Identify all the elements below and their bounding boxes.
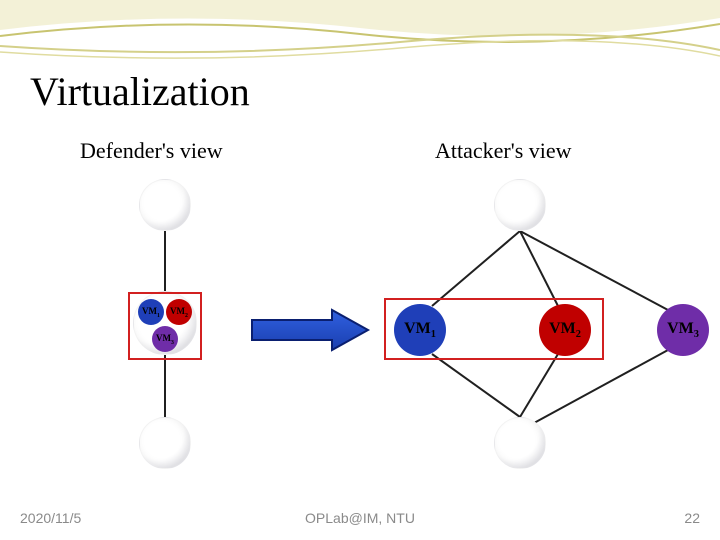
footer-date: 2020/11/5 xyxy=(20,510,81,526)
transform-arrow xyxy=(252,310,368,350)
attacker-edge-bot-vm1 xyxy=(432,354,520,417)
attacker-bottom-node xyxy=(494,417,546,469)
footer-center: OPLab@IM, NTU xyxy=(305,510,415,526)
attacker-edge-bot-vm2 xyxy=(520,354,558,417)
footer-page-number: 22 xyxy=(684,510,700,526)
attacker-vm3-label: VM3 xyxy=(667,320,699,340)
defender-bottom-node xyxy=(139,417,191,469)
attacker-edge-top-vm1 xyxy=(432,231,520,306)
attacker-highlight-box xyxy=(384,298,604,360)
defender-highlight-box xyxy=(128,292,202,360)
diagram-canvas xyxy=(0,0,720,540)
attacker-vm3: VM3 xyxy=(657,304,709,356)
attacker-top-node xyxy=(494,179,546,231)
defender-top-node xyxy=(139,179,191,231)
